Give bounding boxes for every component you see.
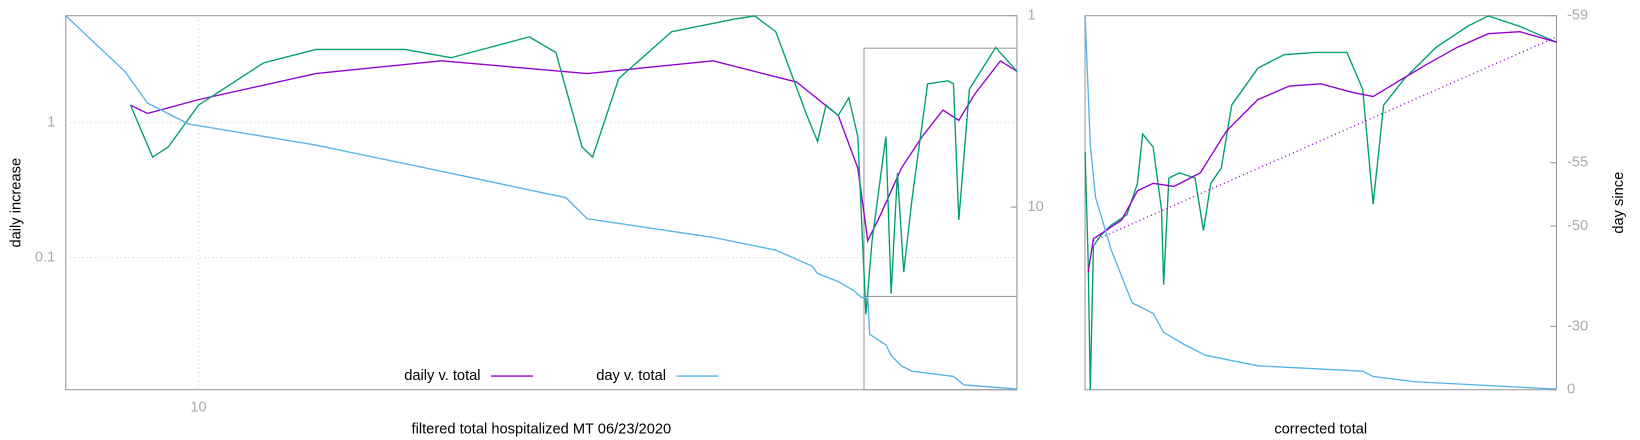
y2-tick-label: -50 bbox=[1567, 218, 1588, 234]
series-line bbox=[129, 15, 1018, 315]
y-tick-label: 0.1 bbox=[35, 249, 55, 265]
legend-label: daily v. total bbox=[404, 368, 480, 384]
series-line bbox=[1087, 31, 1557, 273]
series-line bbox=[1084, 15, 1557, 390]
series-line bbox=[1093, 36, 1557, 242]
y2-tick-label: 1 bbox=[1027, 8, 1035, 24]
plot-frame bbox=[65, 15, 1018, 391]
y2-axis-label: day since bbox=[1611, 172, 1627, 234]
y2-tick-label: -30 bbox=[1567, 318, 1588, 334]
series-line bbox=[1084, 15, 1557, 390]
y-tick-label: 1 bbox=[47, 115, 55, 131]
y-axis-label: daily increase bbox=[8, 158, 24, 248]
series-line bbox=[65, 15, 1018, 390]
legend-label: day v. total bbox=[596, 368, 666, 384]
x-axis-label: corrected total bbox=[1274, 421, 1367, 437]
plot-frame bbox=[1084, 15, 1557, 391]
series-line bbox=[130, 59, 1018, 244]
y2-tick-label: -55 bbox=[1567, 155, 1588, 171]
y2-tick-label: 0 bbox=[1567, 382, 1575, 398]
x-tick-label: 10 bbox=[190, 399, 206, 415]
x-axis-label: filtered total hospitalized MT 06/23/202… bbox=[412, 421, 672, 437]
y2-tick-label: 10 bbox=[1027, 199, 1043, 215]
y2-tick-label: -59 bbox=[1567, 8, 1588, 24]
inset-frame bbox=[863, 295, 1018, 391]
